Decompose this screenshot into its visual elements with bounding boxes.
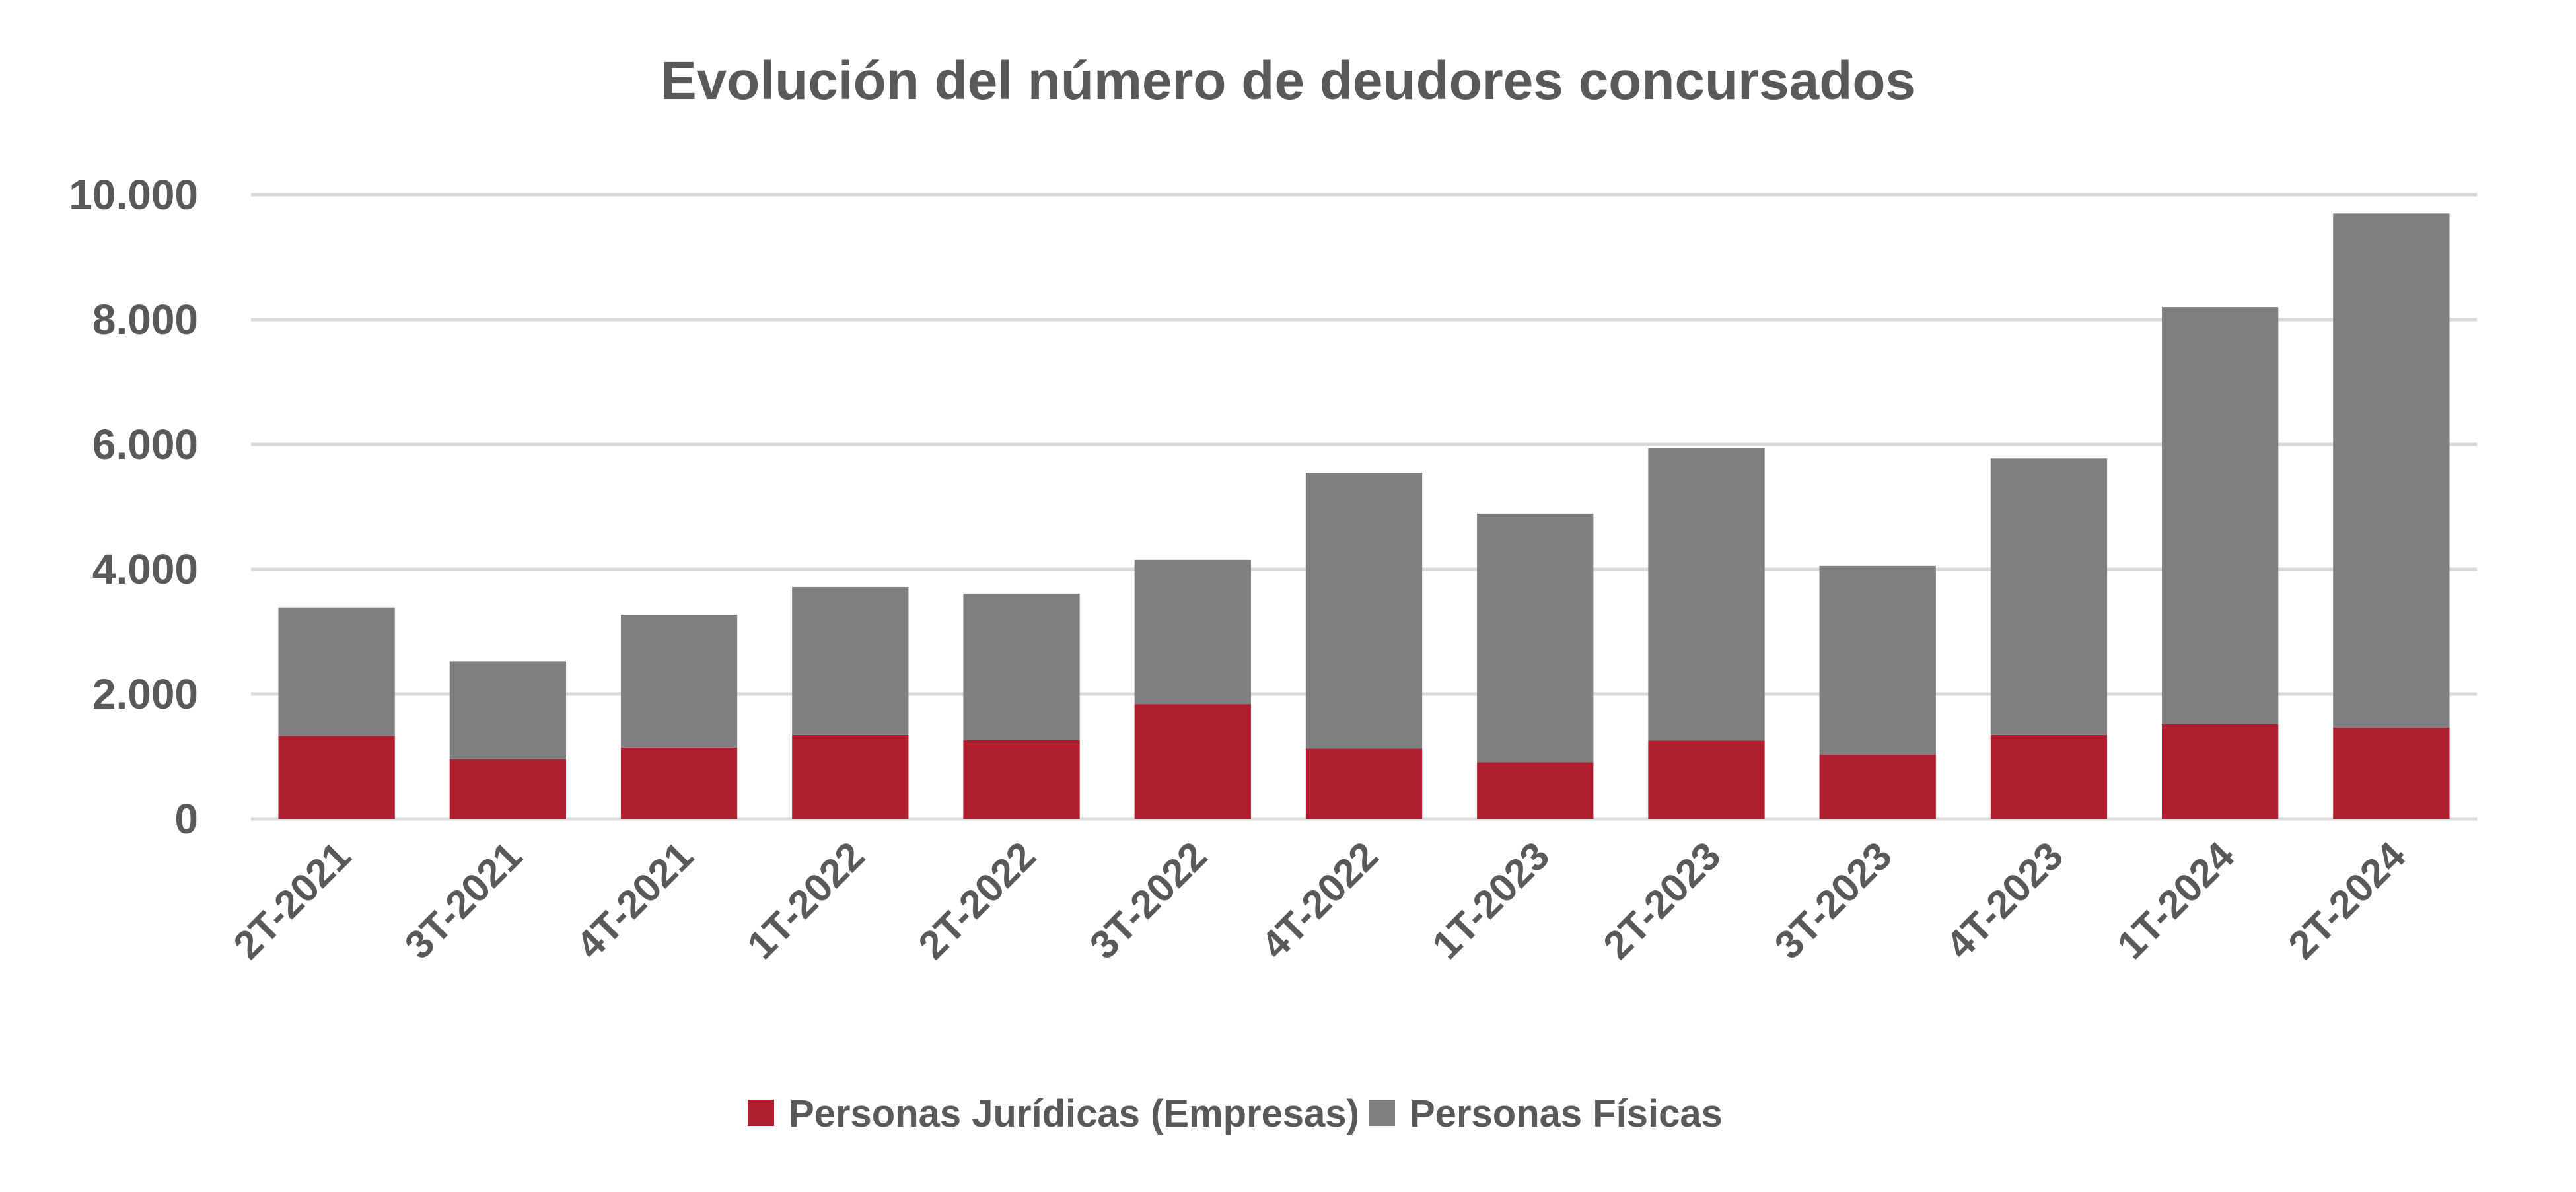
x-tick-label: 2T-2021 (225, 833, 359, 967)
bar-juridicas (2333, 728, 2450, 819)
bar-juridicas (449, 759, 566, 819)
chart-title: Evolución del número de deudores concurs… (661, 51, 1915, 111)
bar-fisicas (963, 593, 1080, 740)
bar-fisicas (1819, 565, 1936, 755)
x-tick-label: 4T-2023 (1937, 833, 2071, 967)
bar-fisicas (2333, 213, 2450, 728)
bar-juridicas (1990, 734, 2108, 819)
x-tick-label: 2T-2023 (1595, 833, 1729, 967)
bar-fisicas (1305, 472, 1423, 749)
bar-juridicas (1134, 704, 1251, 819)
bar-juridicas (2162, 724, 2279, 819)
bar-fisicas (1648, 448, 1765, 741)
y-tick-label: 4.000 (92, 545, 198, 593)
bar-fisicas (278, 607, 395, 736)
bar-fisicas (1990, 458, 2108, 735)
bar-juridicas (1648, 740, 1765, 819)
bar-fisicas (1477, 513, 1594, 763)
x-tick-label: 1T-2022 (738, 833, 873, 967)
bar-juridicas (1819, 754, 1936, 819)
x-tick-label: 3T-2022 (1081, 833, 1215, 967)
bar-juridicas (792, 734, 909, 819)
bar-juridicas (1305, 748, 1423, 819)
legend-label: Personas Jurídicas (Empresas) (789, 1092, 1359, 1135)
legend-label: Personas Físicas (1410, 1092, 1723, 1135)
bar-juridicas (620, 747, 738, 819)
y-tick-label: 0 (174, 795, 198, 843)
bar-fisicas (792, 586, 909, 735)
bar-fisicas (449, 661, 566, 759)
y-tick-label: 8.000 (92, 296, 198, 343)
x-tick-label: 2T-2024 (2280, 833, 2415, 967)
x-tick-label: 4T-2022 (1252, 833, 1386, 967)
x-tick-label: 4T-2021 (567, 833, 701, 967)
y-tick-label: 6.000 (92, 421, 198, 468)
legend-swatch (1369, 1100, 1395, 1126)
bar-fisicas (620, 614, 738, 748)
bar-fisicas (2162, 307, 2279, 724)
x-tick-label: 3T-2023 (1766, 833, 1900, 967)
y-tick-label: 10.000 (69, 171, 198, 219)
x-tick-label: 1T-2023 (1423, 833, 1557, 967)
bar-juridicas (1477, 762, 1594, 819)
legend-swatch (748, 1100, 774, 1126)
x-tick-label: 2T-2022 (910, 833, 1044, 967)
bar-fisicas (1134, 559, 1251, 705)
x-tick-label: 3T-2021 (396, 833, 530, 967)
y-tick-label: 2.000 (92, 670, 198, 718)
x-tick-label: 1T-2024 (2108, 833, 2243, 967)
bar-juridicas (278, 736, 395, 819)
bar-juridicas (963, 740, 1080, 819)
